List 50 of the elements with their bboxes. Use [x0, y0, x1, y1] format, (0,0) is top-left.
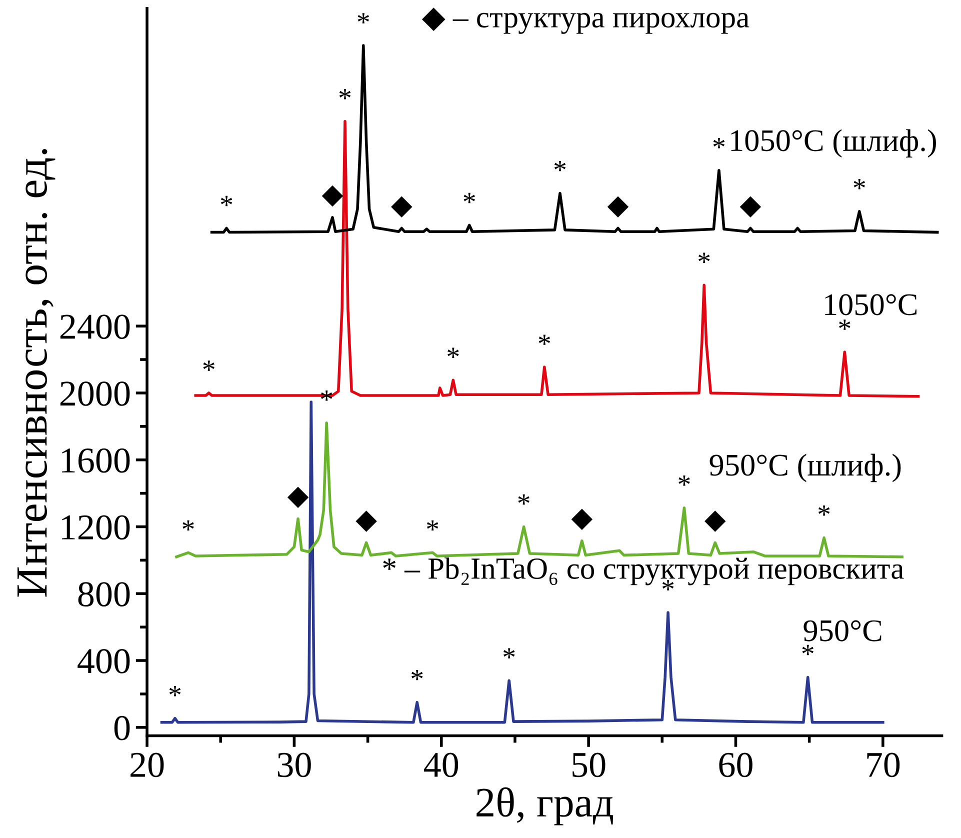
line-series [175, 422, 904, 558]
annotation: * [802, 644, 814, 656]
annotation: * [412, 670, 423, 680]
x-tick-label: 20 [130, 752, 164, 778]
y-tick-label: 1200 [62, 515, 130, 540]
annotation: ◆ – структура пирохлора [422, 8, 750, 34]
annotation: * [818, 505, 830, 516]
annotation: * [854, 179, 865, 190]
y-tick-label: 400 [78, 649, 130, 674]
y-tick-label: 2400 [60, 314, 130, 339]
annotation: ◆ [287, 486, 309, 508]
y-tick-label: 2000 [60, 381, 130, 406]
annotation: * [554, 160, 566, 172]
annotation: ◆ [571, 508, 593, 530]
annotation: * [839, 320, 850, 330]
annotation: * [220, 196, 232, 206]
annotation: ◆ [740, 196, 762, 218]
x-axis-title: 2θ, град [476, 787, 614, 826]
annotation: * [698, 252, 710, 263]
y-tick-label: 1600 [62, 448, 130, 473]
y-tick-label: 800 [78, 582, 130, 607]
x-tick-label: 50 [572, 752, 606, 778]
x-tick-label: 60 [719, 752, 752, 778]
line-series [210, 44, 939, 234]
x-tick-label: 40 [424, 752, 458, 778]
annotation: * [713, 138, 725, 148]
annotation: * [464, 192, 475, 204]
annotation: ◆ [391, 196, 412, 218]
annotation: * [339, 89, 351, 100]
annotation: ◆ [607, 196, 629, 218]
y-axis-title: Интенсивность, отн. ед. [17, 149, 56, 597]
y-tick-label: 0 [114, 716, 130, 740]
series-label: 1050°C (шлиф.) [731, 129, 936, 158]
x-tick-label: 30 [278, 752, 311, 778]
annotation: * [678, 476, 690, 486]
annotation: ◆ [356, 510, 377, 532]
series-label: 950°C [804, 620, 882, 642]
series-label: 950°C (шлиф.) [710, 454, 901, 482]
annotation: ◆ [704, 510, 726, 532]
annotation: * [169, 686, 181, 696]
annotation: * [203, 360, 214, 371]
annotation: * [426, 520, 438, 531]
annotation: * [182, 520, 194, 531]
annotation: * [538, 334, 550, 345]
annotation: * [448, 348, 459, 358]
annotation: * [518, 494, 530, 505]
annotation: * [358, 13, 369, 24]
series-label: 1050°C [825, 294, 917, 316]
x-tick-label: 70 [867, 752, 900, 778]
annotation: * [504, 648, 515, 658]
